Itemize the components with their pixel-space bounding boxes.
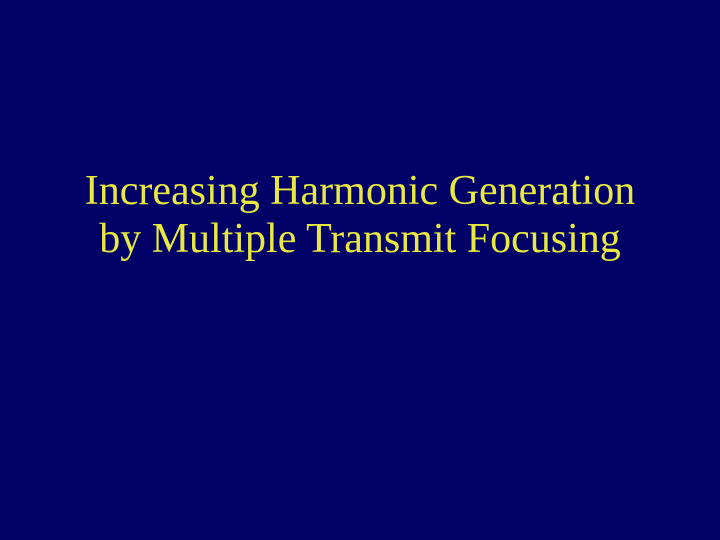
title-line-1: Increasing Harmonic Generation: [85, 168, 635, 214]
title-line-2: by Multiple Transmit Focusing: [99, 216, 621, 262]
slide-title: Increasing Harmonic Generation by Multip…: [85, 167, 635, 264]
slide-container: Increasing Harmonic Generation by Multip…: [0, 0, 720, 540]
